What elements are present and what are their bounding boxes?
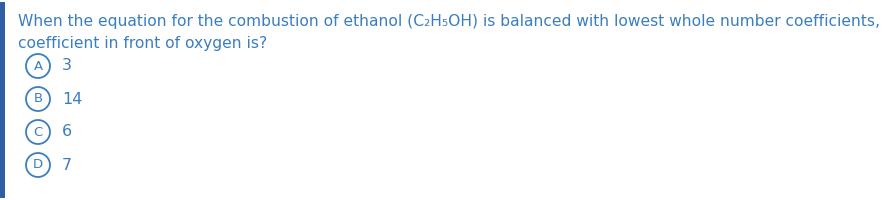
Text: 6: 6 [62,124,72,140]
Text: A: A [34,60,42,72]
Text: 7: 7 [62,158,72,172]
Text: 14: 14 [62,92,82,106]
Text: B: B [34,92,42,106]
Text: When the equation for the combustion of ethanol (C₂H₅OH) is balanced with lowest: When the equation for the combustion of … [18,14,885,29]
Text: D: D [33,158,43,171]
Text: C: C [34,126,42,138]
Text: 3: 3 [62,58,72,73]
Text: coefficient in front of oxygen is?: coefficient in front of oxygen is? [18,36,267,51]
Bar [0,2,5,198]
